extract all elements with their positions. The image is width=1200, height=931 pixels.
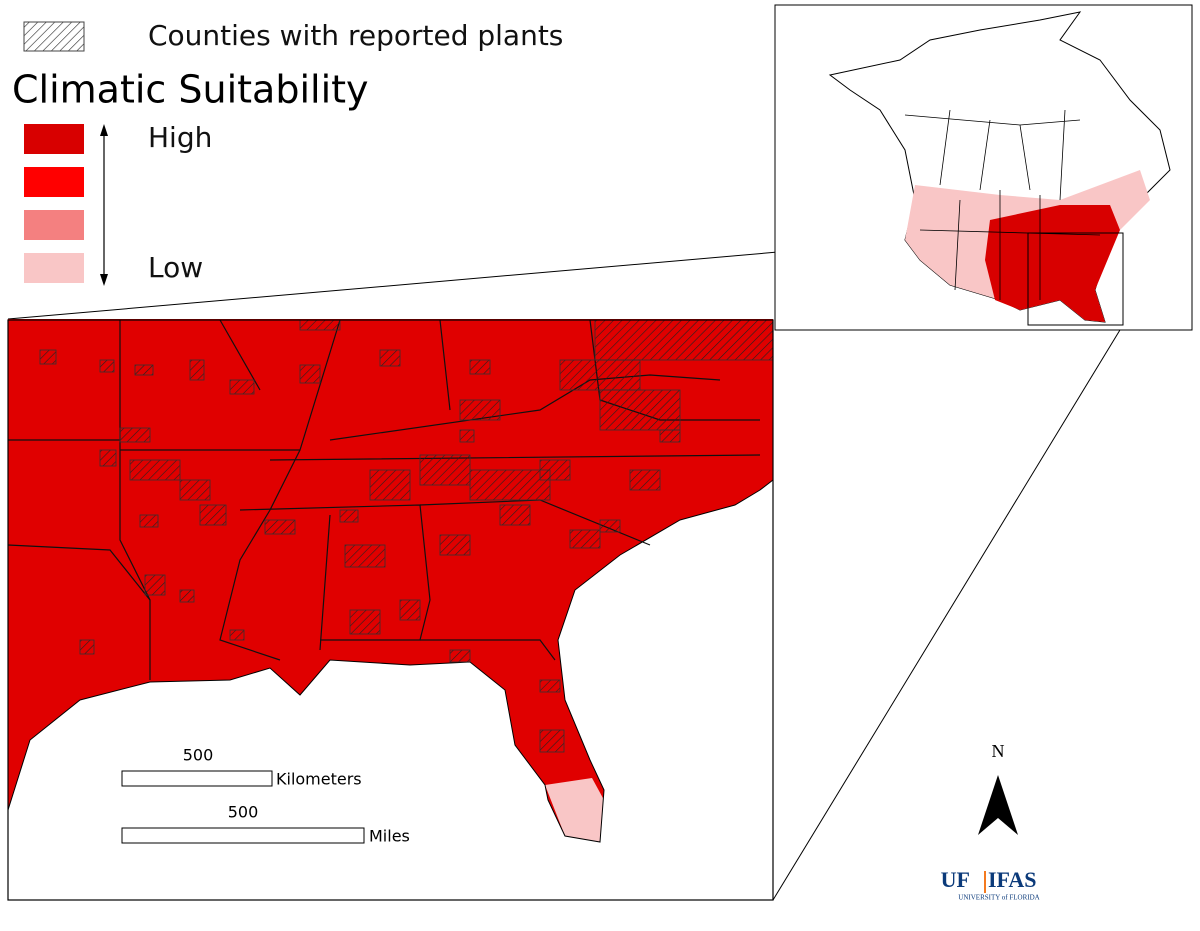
logo-right: IFAS bbox=[988, 867, 1037, 892]
hatch-label: Counties with reported plants bbox=[148, 19, 563, 52]
legend-swatch bbox=[24, 167, 84, 197]
km-unit: Kilometers bbox=[276, 770, 362, 789]
inset-map bbox=[774, 4, 1193, 331]
legend-swatch bbox=[24, 210, 84, 240]
km-bar bbox=[121, 770, 273, 787]
main-map bbox=[7, 319, 774, 901]
inset-borders bbox=[904, 109, 1101, 300]
legend-title: Climatic Suitability bbox=[12, 68, 369, 112]
swatches bbox=[24, 124, 84, 283]
logo-left: UF bbox=[941, 867, 970, 892]
low-suitability-area bbox=[545, 778, 604, 842]
low-label: Low bbox=[148, 251, 203, 284]
legend-swatch bbox=[24, 253, 84, 283]
zoom-line bbox=[7, 240, 906, 320]
north-label: N bbox=[992, 741, 1005, 761]
inset-extent bbox=[1027, 232, 1124, 326]
km-distance: 500 bbox=[183, 746, 214, 765]
reported-counties bbox=[39, 319, 774, 753]
mi-unit: Miles bbox=[369, 827, 410, 846]
zoom-line bbox=[772, 324, 1124, 901]
legend-swatch bbox=[24, 124, 84, 154]
north-arrow bbox=[998, 775, 1018, 835]
logo-subtitle: UNIVERSITY of FLORIDA bbox=[958, 894, 1039, 902]
hatch-swatch bbox=[23, 21, 85, 52]
mi-distance: 500 bbox=[228, 803, 259, 822]
mi-bar bbox=[121, 827, 365, 844]
north-arrow bbox=[978, 775, 998, 835]
sea bbox=[7, 478, 774, 901]
high-label: High bbox=[148, 121, 212, 154]
main-frame bbox=[7, 319, 774, 901]
